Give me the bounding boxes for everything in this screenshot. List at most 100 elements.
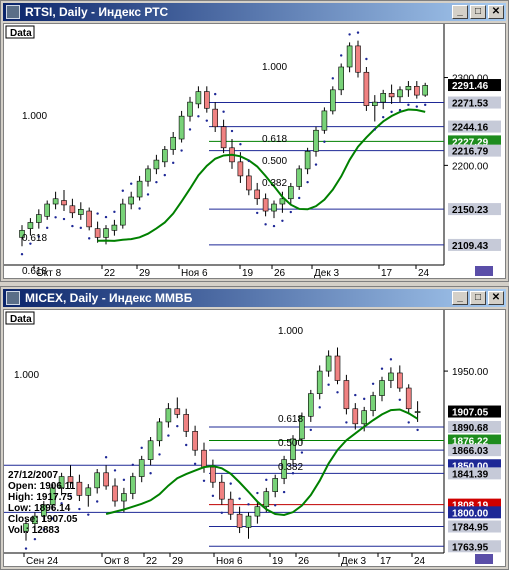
parabolic-sar-dot	[193, 462, 197, 466]
parabolic-sar-dot	[54, 216, 57, 219]
price-tag-label: 1850.00	[452, 461, 489, 472]
parabolic-sar-dot	[149, 472, 152, 475]
candle-body	[355, 45, 361, 73]
parabolic-sar-dot	[211, 494, 215, 498]
parabolic-sar-dot	[78, 507, 81, 511]
chart-window-icon	[6, 291, 20, 305]
parabolic-sar-dot	[239, 142, 242, 146]
minimize-button[interactable]: _	[452, 291, 468, 305]
fib-level-label: 0.618	[262, 134, 287, 145]
x-tick-label: Дек 3	[314, 268, 339, 278]
parabolic-sar-dot	[163, 173, 166, 177]
parabolic-sar-dot	[289, 210, 292, 214]
rtsi-chart-area[interactable]: Data 1.000 1.000 0.618 0.500 0.382 0.618 0.618 2…	[3, 23, 506, 279]
candle-body	[262, 198, 269, 212]
candle-body	[422, 85, 429, 96]
candle-body	[40, 504, 47, 517]
ohlc-info-low: Low: 1896.14	[8, 503, 71, 514]
x-tick-label: 22	[104, 268, 116, 278]
parabolic-sar-dot	[96, 500, 99, 503]
moving-average-line	[105, 408, 419, 516]
parabolic-sar-dot	[87, 513, 90, 516]
candle-body	[246, 175, 252, 191]
parabolic-sar-dot	[424, 103, 427, 107]
parabolic-sar-dot	[104, 215, 108, 219]
parabolic-sar-dot	[188, 128, 192, 131]
maximize-button[interactable]: □	[470, 291, 486, 305]
candle-body	[271, 203, 277, 212]
x-tick-label: 29	[139, 268, 151, 278]
fib-level-label: 1.000	[22, 111, 47, 122]
parabolic-sar-dot	[69, 494, 72, 498]
candle-body	[299, 415, 305, 440]
candle-body	[220, 126, 227, 149]
x-tick-label: 17	[381, 268, 393, 278]
parabolic-sar-dot	[222, 110, 225, 113]
price-tag-box	[448, 79, 501, 92]
moving-average-line	[97, 108, 426, 242]
parabolic-sar-dot	[345, 421, 348, 424]
price-tag-label: 1808.19	[452, 501, 489, 512]
parabolic-sar-dot	[348, 33, 351, 36]
scroll-button-icon	[475, 554, 493, 564]
parabolic-sar-dot	[340, 54, 343, 57]
x-tick-label: Ноя 6	[181, 268, 208, 278]
price-tag-label: 2150.23	[452, 205, 489, 216]
candle-body	[94, 472, 100, 489]
candle-body	[94, 228, 101, 238]
candle-body	[254, 506, 261, 517]
close-button[interactable]: ✕	[488, 5, 504, 19]
parabolic-sar-dot	[42, 528, 45, 531]
rtsi-titlebar[interactable]: RTSI, Daily - Индекс РТС _ □ ✕	[3, 3, 506, 21]
y-tick-label: 1950.00	[452, 367, 489, 378]
candle-body	[405, 387, 412, 410]
micex-chart-svg: Data 1.000 1.000 0.618 0.500 0.382 1950.00 1907…	[4, 310, 505, 567]
micex-titlebar[interactable]: MICEX, Daily - Индекс ММВБ _ □ ✕	[3, 289, 506, 307]
price-tag-box	[448, 467, 501, 480]
rtsi-window: RTSI, Daily - Индекс РТС _ □ ✕ Data 1.000…	[0, 0, 509, 282]
parabolic-sar-dot	[298, 196, 301, 200]
parabolic-sar-dot	[46, 226, 49, 230]
candle-body	[361, 410, 368, 425]
parabolic-sar-dot	[51, 517, 54, 520]
candle-body	[279, 198, 286, 205]
candle-body	[111, 224, 118, 231]
parabolic-sar-dot	[71, 224, 74, 228]
parabolic-sar-dot	[220, 511, 223, 514]
price-tag-label: 1866.03	[452, 446, 489, 457]
candle-body	[195, 91, 202, 105]
parabolic-sar-dot	[238, 497, 241, 500]
rtsi-chart-svg: Data 1.000 1.000 0.618 0.500 0.382 0.618 0.618 2…	[4, 24, 505, 279]
candle-body	[192, 431, 198, 451]
candle-body	[236, 513, 243, 528]
micex-chart-area[interactable]: Data 1.000 1.000 0.618 0.500 0.382 1950.00 1907…	[3, 309, 506, 567]
price-tag-label: 1907.05	[452, 408, 489, 419]
candle-body	[69, 205, 76, 214]
ohlc-info-vol: Vol.: 12883	[8, 525, 60, 536]
fib-level-label: 1.000	[14, 370, 39, 381]
parabolic-sar-dot	[146, 193, 150, 196]
price-tag-label: 1784.95	[452, 523, 489, 534]
parabolic-sar-dot	[331, 77, 334, 80]
price-tag-label: 1841.39	[452, 469, 489, 480]
parabolic-sar-dot	[88, 237, 91, 240]
candle-body	[388, 93, 395, 98]
ohlc-info-date: 27/12/2007	[8, 470, 58, 481]
minimize-button[interactable]: _	[452, 5, 468, 19]
parabolic-sar-dot	[205, 119, 208, 122]
price-tag-box	[448, 144, 501, 157]
candle-body	[316, 370, 323, 394]
price-tag-box	[448, 434, 501, 447]
chart-window-icon	[6, 5, 20, 19]
x-tick-label: Окт 8	[104, 556, 130, 566]
parabolic-sar-dot	[416, 428, 419, 432]
parabolic-sar-dot	[140, 446, 143, 450]
price-tag-label: 1763.95	[452, 542, 489, 553]
fib-level-label: 1.000	[262, 62, 287, 73]
close-button[interactable]: ✕	[488, 291, 504, 305]
parabolic-sar-dot	[37, 235, 40, 238]
parabolic-sar-dot	[373, 128, 376, 131]
candle-body	[272, 478, 279, 492]
maximize-button[interactable]: □	[470, 5, 486, 19]
candle-body	[204, 91, 210, 109]
